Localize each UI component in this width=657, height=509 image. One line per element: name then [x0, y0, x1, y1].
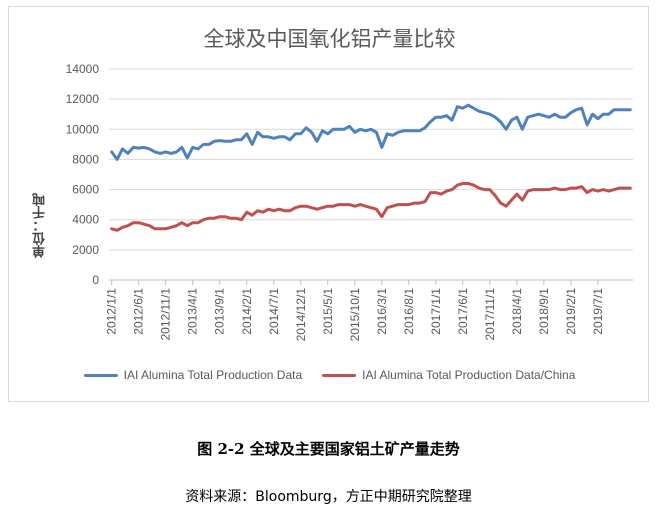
x-tick-label: 2012/6/1	[132, 288, 146, 335]
x-tick-label: 2014/12/1	[294, 288, 308, 342]
y-tick-label: 0	[92, 273, 99, 287]
x-tick-label: 2017/6/1	[456, 288, 470, 335]
y-tick-label: 6000	[72, 183, 99, 197]
figure-caption: 图 2-2 全球及主要国家铝土矿产量走势	[197, 440, 460, 458]
x-tick-label: 2016/3/1	[375, 288, 389, 335]
x-tick-label: 2014/7/1	[267, 288, 281, 335]
y-tick-label: 2000	[72, 243, 99, 257]
legend-label-world: IAI Alumina Total Production Data	[123, 368, 303, 382]
line-chart: 0 2000 4000 6000 8000 10000 12000 14000 2012/1/1…	[66, 62, 633, 342]
y-axis-label: 单位：千吨	[33, 193, 48, 258]
legend-swatch-world	[83, 373, 118, 377]
y-tick-label: 8000	[72, 152, 99, 166]
legend-label-china: IAI Alumina Total Production Data/China	[362, 368, 576, 382]
x-tick-label: 2018/9/1	[537, 288, 551, 335]
x-tick-label: 2013/4/1	[186, 288, 200, 335]
legend-item-world: IAI Alumina Total Production Data	[83, 368, 303, 382]
y-tick-label: 4000	[72, 213, 99, 227]
x-tick-label: 2013/9/1	[213, 288, 227, 335]
x-tick-label: 2019/7/1	[591, 288, 605, 335]
x-tick-label: 2017/11/1	[483, 288, 497, 341]
x-tick-label: 2014/2/1	[240, 288, 254, 335]
y-tick-label: 12000	[66, 92, 100, 106]
y-tick-label: 10000	[66, 122, 100, 136]
legend-item-china: IAI Alumina Total Production Data/China	[322, 368, 575, 382]
legend-swatch-china	[322, 373, 357, 377]
x-tick-label: 2016/8/1	[402, 288, 416, 335]
chart-title: 全球及中国氧化铝产量比较	[203, 27, 456, 51]
x-tick-label: 2019/2/1	[564, 288, 578, 335]
x-tick-label: 2012/1/1	[105, 288, 119, 335]
chart-legend: IAI Alumina Total Production Data IAI Al…	[9, 368, 650, 382]
x-tick-label: 2015/5/1	[321, 288, 335, 335]
series-line-2	[110, 182, 632, 232]
chart-container: 0 2000 4000 6000 8000 10000 12000 14000 2012/1/1…	[8, 6, 649, 402]
x-tick-label: 2018/4/1	[510, 288, 524, 335]
x-tick-label: 2015/10/1	[348, 288, 362, 342]
y-tick-label: 14000	[66, 62, 100, 76]
source-note: 资料来源：Bloomburg，方正中期研究院整理	[185, 489, 472, 505]
x-tick-label: 2017/1/1	[429, 288, 443, 335]
series-line-1	[110, 103, 632, 161]
x-tick-label: 2012/11/1	[159, 288, 173, 341]
